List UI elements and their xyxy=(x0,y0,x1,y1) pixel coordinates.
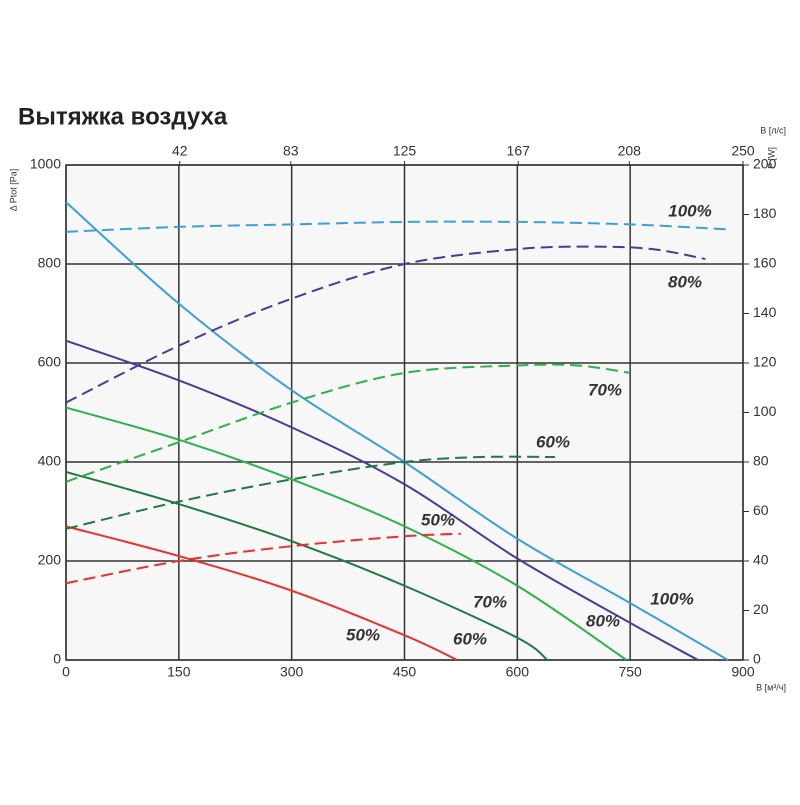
curve-label: 60% xyxy=(453,629,487,648)
y2-tick-label: 100 xyxy=(753,403,777,419)
y2-tick-label: 120 xyxy=(753,354,777,370)
curve xyxy=(65,532,461,585)
y-tick-label: 0 xyxy=(53,651,61,667)
curve xyxy=(65,245,706,404)
y2-tick-label: 140 xyxy=(753,304,777,320)
curve-label: 80% xyxy=(668,272,702,291)
x-tick-label: 750 xyxy=(618,664,642,680)
y-tick-label: 400 xyxy=(38,453,62,469)
curve-label: 70% xyxy=(588,380,622,399)
x-tick-label: 900 xyxy=(731,664,755,680)
chart-title: Вытяжка воздуха xyxy=(18,103,228,130)
x2-tick-label: 83 xyxy=(283,143,299,159)
curve xyxy=(65,525,458,661)
curve xyxy=(65,363,631,483)
x-tick-label: 600 xyxy=(506,664,530,680)
y2-tick-label: 200 xyxy=(753,156,777,172)
x2-axis-title: B [л/с] xyxy=(760,125,786,135)
y-tick-label: 800 xyxy=(38,255,62,271)
x2-tick-label: 42 xyxy=(172,143,188,159)
x-tick-label: 150 xyxy=(167,664,191,680)
y2-axis-title: P [W] xyxy=(766,147,776,169)
y2-tick-label: 20 xyxy=(753,601,769,617)
y-axis-title: Δ Ptot [Pa] xyxy=(8,169,18,212)
curve-label: 70% xyxy=(473,592,507,611)
y2-tick-label: 160 xyxy=(753,255,777,271)
x-axis-title: B [м³/ч] xyxy=(756,682,786,692)
y2-tick-label: 80 xyxy=(753,453,769,469)
y2-tick-label: 40 xyxy=(753,552,769,568)
y2-tick-label: 0 xyxy=(753,651,761,667)
curve xyxy=(65,220,729,233)
x2-tick-label: 125 xyxy=(393,143,417,159)
y-tick-label: 1000 xyxy=(30,156,61,172)
y-tick-label: 200 xyxy=(38,552,62,568)
curve-label: 50% xyxy=(421,510,455,529)
y-tick-label: 600 xyxy=(38,354,62,370)
x2-tick-label: 167 xyxy=(507,143,531,159)
curve-label: 60% xyxy=(536,432,570,451)
curve-label: 100% xyxy=(650,589,693,608)
y2-tick-label: 60 xyxy=(753,502,769,518)
x-tick-label: 300 xyxy=(280,664,304,680)
y2-tick-label: 180 xyxy=(753,205,777,221)
curve-label: 80% xyxy=(586,611,620,630)
curve-label: 50% xyxy=(346,625,380,644)
curve xyxy=(65,455,555,530)
x2-tick-label: 208 xyxy=(618,143,642,159)
curve xyxy=(65,406,627,661)
x2-tick-label: 250 xyxy=(731,143,755,159)
x-tick-label: 450 xyxy=(393,664,417,680)
curve xyxy=(65,470,549,661)
x-tick-label: 0 xyxy=(62,664,70,680)
curve xyxy=(65,339,699,661)
curve-label: 100% xyxy=(668,201,711,220)
